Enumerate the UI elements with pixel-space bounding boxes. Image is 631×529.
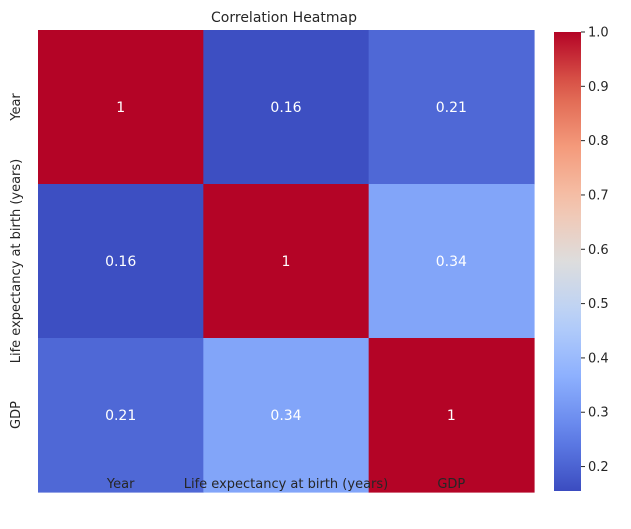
cell-value-label: 0.21: [105, 408, 136, 424]
colorbar-tick-label: 0.3: [588, 406, 609, 421]
heatmap-cell: [203, 30, 370, 185]
colorbar-tick-label: 1.0: [588, 26, 609, 41]
heatmap-cell: [203, 338, 370, 493]
colorbar: [554, 32, 581, 491]
cell-value-label: 0.16: [270, 100, 301, 116]
colorbar-tick-label: 0.5: [588, 297, 609, 312]
heatmap-cells: 1 0.16 0.21 0.16 1 0.34 0.21 0.34 1: [38, 30, 535, 493]
cell-value-label: 1: [116, 100, 125, 116]
heatmap-cell: [38, 30, 204, 185]
cell-value-label: 1: [282, 254, 291, 270]
y-axis-labels: Year Life expectancy at birth (years) GDP: [9, 93, 24, 429]
heatmap-cell: [368, 338, 535, 493]
cell-value-label: 0.16: [105, 254, 136, 270]
heatmap-cell: [203, 184, 370, 339]
heatmap-cell: [38, 338, 204, 493]
chart-title: Correlation Heatmap: [211, 10, 357, 26]
x-tick-label: GDP: [437, 477, 465, 492]
colorbar-tick-label: 0.8: [588, 134, 609, 149]
heatmap-cell: [368, 184, 535, 339]
y-tick-label: Life expectancy at birth (years): [9, 159, 24, 364]
cell-value-label: 1: [447, 408, 456, 424]
colorbar-tick-label: 0.2: [588, 460, 609, 475]
x-axis-labels: Year Life expectancy at birth (years) GDP: [106, 477, 466, 492]
colorbar-tick-label: 0.7: [588, 188, 609, 203]
colorbar-ticks: 0.2 0.3 0.4 0.5 0.6 0.7 0.8 0.9 1.0: [581, 26, 609, 475]
y-tick-label: GDP: [9, 401, 24, 429]
cell-value-label: 0.34: [270, 408, 301, 424]
x-tick-label: Life expectancy at birth (years): [184, 477, 389, 492]
y-tick-label: Year: [9, 93, 24, 122]
colorbar-tick-label: 0.6: [588, 243, 609, 258]
colorbar-tick-label: 0.9: [588, 80, 609, 95]
cell-value-label: 0.21: [436, 100, 467, 116]
colorbar-tick-label: 0.4: [588, 351, 609, 366]
x-tick-label: Year: [106, 477, 135, 492]
heatmap-cell: [38, 184, 204, 339]
heatmap-cell: [368, 30, 535, 185]
cell-value-label: 0.34: [436, 254, 467, 270]
